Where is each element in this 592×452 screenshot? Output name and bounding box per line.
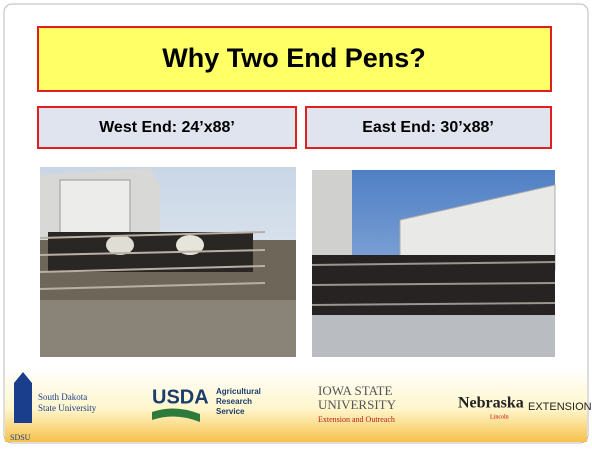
logo-nebraska: Nebraska Lincoln EXTENSION [458, 395, 592, 421]
logo-text: Research [216, 397, 252, 406]
photo-east [311, 170, 556, 357]
panel-label: East End: 30’x88’ [362, 119, 494, 136]
panel-label: West End: 24’x88’ [99, 119, 235, 136]
logo-text: UNIVERSITY [318, 397, 397, 412]
logo-iowa: IOWA STATE UNIVERSITY Extension and Outr… [318, 383, 397, 424]
logo-usda: USDA Agricultural Research Service [152, 386, 261, 422]
photo-west [39, 167, 296, 357]
logo-text: USDA [152, 386, 209, 408]
logo-text: South Dakota [38, 392, 87, 402]
logo-text: IOWA STATE [318, 383, 392, 398]
logo-text: Agricultural [216, 387, 261, 396]
logo-text: Lincoln [490, 414, 509, 420]
logo-text: EXTENSION [528, 401, 592, 413]
title-box [37, 26, 552, 92]
logo-text: SDSU [10, 433, 31, 442]
logo-text: Nebraska [458, 395, 524, 412]
logo-text: Service [216, 407, 245, 416]
title: Why Two End Pens? [162, 43, 426, 73]
label-box [305, 106, 552, 149]
label-box [37, 106, 297, 149]
logo-text: State University [38, 403, 97, 413]
footer-band [5, 368, 587, 442]
logo-sdsu: South Dakota State University SDSU [10, 372, 97, 442]
logo-text: Extension and Outreach [318, 415, 395, 424]
